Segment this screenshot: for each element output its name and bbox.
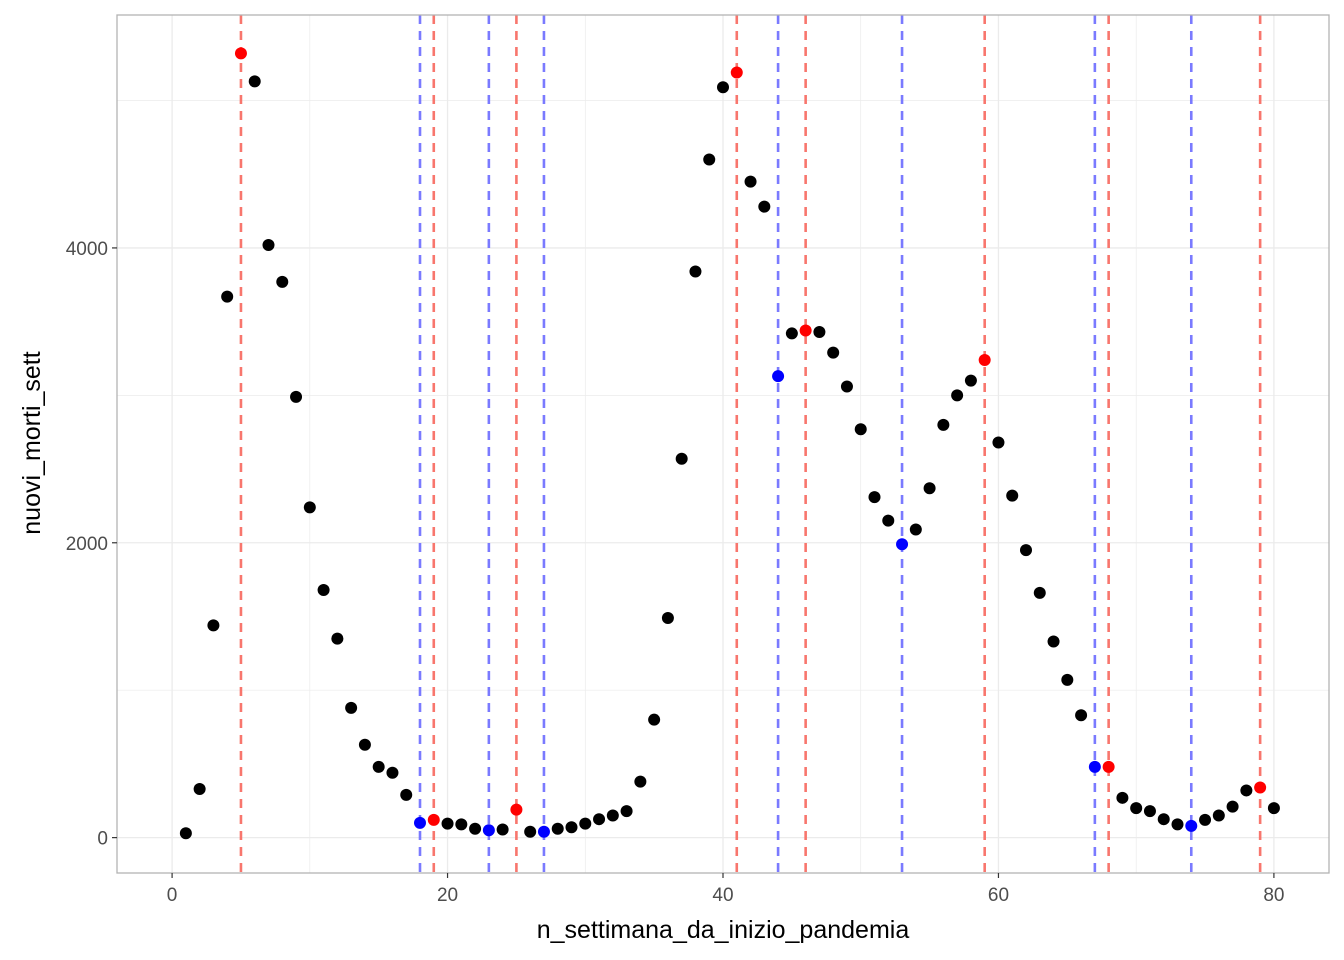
y-axis-ticks: 0 2000 4000: [66, 239, 117, 850]
data-point: [579, 817, 592, 830]
data-point: [1116, 791, 1129, 804]
trough-point: [414, 816, 426, 829]
x-tick-label: 0: [167, 885, 178, 906]
data-point: [1199, 813, 1212, 826]
data-point: [1061, 673, 1074, 686]
peak-point: [978, 353, 991, 366]
data-point: [744, 175, 757, 188]
data-point: [441, 817, 454, 830]
peak-point: [427, 813, 440, 826]
peak-point: [730, 66, 743, 79]
data-point: [964, 374, 977, 387]
data-point: [1226, 800, 1239, 813]
data-point: [372, 760, 385, 773]
data-point: [868, 491, 881, 504]
peak-point: [1102, 760, 1115, 773]
data-point: [1075, 709, 1088, 722]
x-tick-label: 60: [988, 885, 1009, 906]
data-point: [1267, 802, 1280, 815]
data-point: [1240, 784, 1253, 797]
data-point: [1033, 586, 1046, 599]
data-point: [262, 238, 275, 251]
x-tick-label: 20: [437, 885, 458, 906]
data-point: [717, 81, 729, 94]
data-point: [386, 766, 399, 779]
peak-point: [1254, 781, 1267, 794]
trough-point: [537, 825, 550, 838]
x-tick-label: 80: [1263, 885, 1284, 906]
data-point: [565, 821, 578, 834]
data-point: [758, 200, 771, 213]
data-point: [703, 153, 716, 166]
trough-point: [896, 538, 909, 551]
data-point: [1157, 813, 1170, 826]
data-point: [593, 813, 606, 826]
data-point: [400, 788, 413, 801]
data-points: [179, 47, 1280, 840]
data-point: [606, 809, 619, 822]
peak-point: [510, 803, 523, 816]
y-tick-label: 2000: [66, 534, 108, 555]
data-point: [1171, 818, 1184, 831]
data-point: [923, 482, 936, 495]
data-point: [634, 775, 647, 788]
data-point: [675, 452, 688, 465]
data-point: [221, 290, 234, 303]
data-point: [937, 418, 950, 431]
data-point: [1006, 489, 1019, 502]
data-point: [951, 389, 964, 402]
data-point: [496, 823, 509, 836]
data-point: [648, 713, 661, 726]
data-point: [992, 436, 1005, 449]
data-point: [661, 611, 674, 624]
data-point: [882, 514, 895, 527]
data-point: [358, 738, 371, 751]
data-point: [248, 75, 261, 88]
data-point: [469, 822, 482, 835]
trough-point: [1088, 760, 1101, 773]
data-point: [840, 380, 853, 393]
data-point: [1130, 802, 1143, 815]
data-point: [854, 423, 867, 436]
x-axis-title: n_settimana_da_inizio_pandemia: [537, 916, 910, 944]
data-point: [276, 275, 289, 288]
trough-point: [1185, 819, 1198, 832]
y-axis-title: nuovi_morti_sett: [18, 351, 46, 534]
data-point: [827, 346, 840, 359]
data-point: [620, 805, 633, 818]
x-tick-label: 40: [712, 885, 733, 906]
data-point: [1143, 805, 1156, 818]
data-point: [909, 523, 922, 536]
peak-point: [234, 47, 247, 60]
data-point: [345, 701, 358, 714]
data-point: [455, 818, 468, 831]
data-point: [331, 632, 344, 645]
peak-point: [799, 324, 812, 337]
x-axis-ticks: 0 20 40 60 80: [167, 873, 1284, 906]
data-point: [193, 782, 206, 795]
data-point: [317, 583, 330, 596]
data-point: [785, 327, 798, 340]
data-point: [813, 325, 826, 338]
data-point: [303, 501, 316, 514]
data-point: [524, 825, 537, 838]
data-point: [1212, 809, 1225, 822]
trough-point: [482, 824, 495, 837]
y-tick-label: 0: [97, 829, 108, 850]
trough-point: [772, 370, 785, 383]
y-tick-label: 4000: [66, 239, 108, 260]
data-point: [1020, 544, 1032, 557]
data-point: [207, 619, 220, 632]
data-point: [1047, 635, 1060, 648]
data-point: [179, 827, 192, 840]
data-point: [689, 265, 702, 278]
data-point: [551, 822, 564, 835]
major-gridlines: [117, 15, 1329, 873]
data-point: [290, 390, 303, 403]
